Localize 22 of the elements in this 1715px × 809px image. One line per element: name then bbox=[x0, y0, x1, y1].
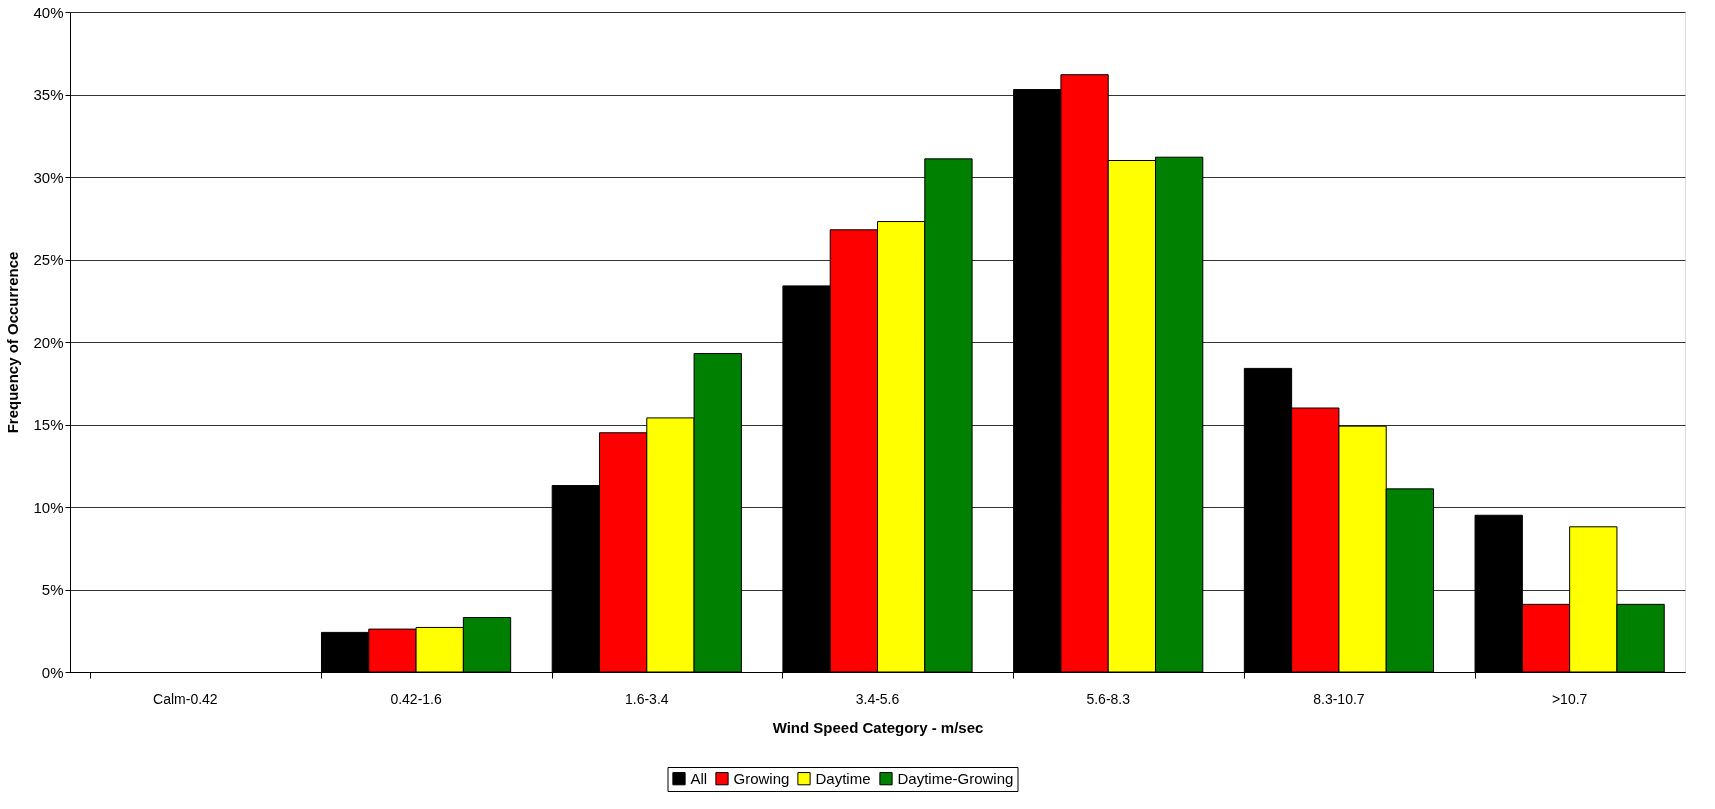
y-tick-label: 35% bbox=[33, 86, 64, 103]
y-axis-title: Frequency of Occurrence bbox=[4, 251, 22, 434]
x-axis-title: Wind Speed Category - m/sec bbox=[772, 718, 984, 736]
y-tick-label: 20% bbox=[33, 333, 64, 351]
y-tick-label: 25% bbox=[33, 251, 64, 268]
y-tick-label: 10% bbox=[33, 498, 64, 516]
x-tick-label: 5.6-8.3 bbox=[1086, 690, 1131, 707]
x-tick-label: 3.4-5.6 bbox=[855, 690, 900, 707]
x-tick-label: 8.3-10.7 bbox=[1313, 690, 1365, 707]
y-tick-label: 30% bbox=[33, 168, 64, 186]
y-tick-label: 15% bbox=[33, 416, 64, 433]
legend-label: Growing bbox=[733, 769, 790, 787]
x-tick-label: 0.42-1.6 bbox=[390, 690, 442, 707]
legend-label: Daytime bbox=[815, 769, 871, 787]
legend-label: Daytime-Growing bbox=[897, 769, 1014, 787]
x-tick-label: >10.7 bbox=[1551, 690, 1588, 707]
y-tick-label: 0% bbox=[41, 663, 64, 681]
x-tick-label: 1.6-3.4 bbox=[624, 690, 669, 707]
x-tick-label: Calm-0.42 bbox=[153, 690, 218, 707]
legend-label: All bbox=[690, 769, 708, 787]
y-tick-label: 40% bbox=[33, 3, 64, 21]
y-tick-label: 5% bbox=[41, 581, 64, 598]
